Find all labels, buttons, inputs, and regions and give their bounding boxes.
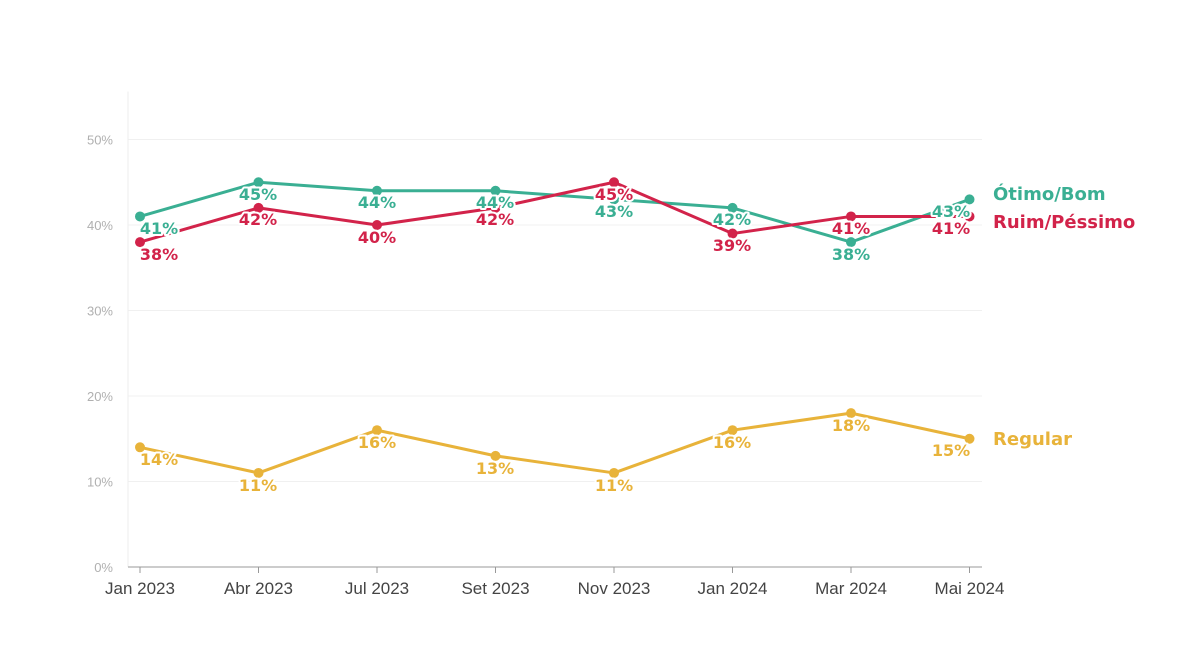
gridlines xyxy=(128,139,982,482)
data-point xyxy=(490,450,501,461)
data-point xyxy=(253,467,264,478)
x-tick-label: Jul 2023 xyxy=(345,579,409,598)
data-label: 16% xyxy=(713,433,751,452)
data-label: 41% xyxy=(140,219,178,238)
x-tick-label: Abr 2023 xyxy=(224,579,293,598)
data-point xyxy=(846,237,856,248)
series-labels: Ótimo/Bom Ruim/Péssimo Regular xyxy=(993,183,1135,450)
series-label: Regular xyxy=(993,429,1072,450)
data-label: 18% xyxy=(832,416,870,435)
data-point xyxy=(964,211,975,222)
data-label: 14% xyxy=(140,450,178,469)
data-point xyxy=(135,211,145,222)
series-line xyxy=(139,180,970,244)
data-label: 41% xyxy=(832,219,870,238)
data-label: 11% xyxy=(239,476,277,495)
axes xyxy=(127,91,982,573)
series-label: Ótimo/Bom xyxy=(993,183,1106,205)
x-tick-label: Jan 2023 xyxy=(105,579,175,598)
data-point xyxy=(964,433,975,444)
data-point xyxy=(964,194,975,205)
data-point xyxy=(372,220,382,230)
data-label: 38% xyxy=(832,245,870,264)
y-tick-label: 10% xyxy=(87,475,113,490)
data-label: 42% xyxy=(713,210,751,229)
data-point xyxy=(727,202,738,213)
x-tick-labels: Jan 2023 Abr 2023 Jul 2023 Set 2023 Nov 2023… xyxy=(105,579,1004,598)
data-point xyxy=(253,202,264,213)
x-tick-label: Mar 2024 xyxy=(815,579,887,598)
data-point xyxy=(609,467,619,478)
data-point xyxy=(253,177,264,188)
data-label: 15% xyxy=(932,441,970,460)
series-lines xyxy=(139,180,971,475)
data-point xyxy=(372,185,382,196)
data-point xyxy=(490,202,501,213)
data-label: 44% xyxy=(476,193,514,212)
series-line xyxy=(139,411,970,475)
data-label: 45% xyxy=(595,185,633,204)
data-label: 43% xyxy=(595,202,633,221)
data-point xyxy=(609,194,619,205)
data-label: 40% xyxy=(358,228,396,247)
data-point xyxy=(135,237,145,248)
y-tick-label: 40% xyxy=(87,218,113,233)
data-points xyxy=(135,177,975,478)
data-point xyxy=(609,177,619,188)
data-label: 39% xyxy=(713,236,751,255)
data-label: 43% xyxy=(932,202,970,221)
y-tick-label: 0% xyxy=(94,560,113,575)
data-labels: 41% 45% 44% 44% 43% 42% 38% 43% 38% 42% 40% 42% 45% 3… xyxy=(138,183,972,497)
x-tick-label: Jan 2024 xyxy=(698,579,768,598)
data-label: 16% xyxy=(358,433,396,452)
y-tick-label: 20% xyxy=(87,389,113,404)
data-point xyxy=(727,228,738,239)
data-label: 42% xyxy=(476,210,514,229)
x-tick-label: Nov 2023 xyxy=(578,579,651,598)
data-label: 44% xyxy=(358,193,396,212)
data-point xyxy=(372,425,382,436)
data-point xyxy=(135,442,145,453)
data-point xyxy=(490,185,501,196)
data-label: 11% xyxy=(595,476,633,495)
data-label: 13% xyxy=(476,459,514,478)
y-tick-label: 50% xyxy=(87,133,113,148)
data-point xyxy=(846,211,856,222)
data-label: 42% xyxy=(239,210,277,229)
data-label: 38% xyxy=(140,245,178,264)
y-tick-labels: 0% 10% 20% 30% 40% 50% xyxy=(87,133,113,576)
series-label: Ruim/Péssimo xyxy=(993,212,1135,233)
data-label: 41% xyxy=(932,219,970,238)
data-point xyxy=(846,408,856,419)
x-tick-label: Set 2023 xyxy=(461,579,529,598)
y-tick-label: 30% xyxy=(87,304,113,319)
data-label: 45% xyxy=(239,185,277,204)
data-point xyxy=(727,425,738,436)
x-tick-label: Mai 2024 xyxy=(935,579,1005,598)
